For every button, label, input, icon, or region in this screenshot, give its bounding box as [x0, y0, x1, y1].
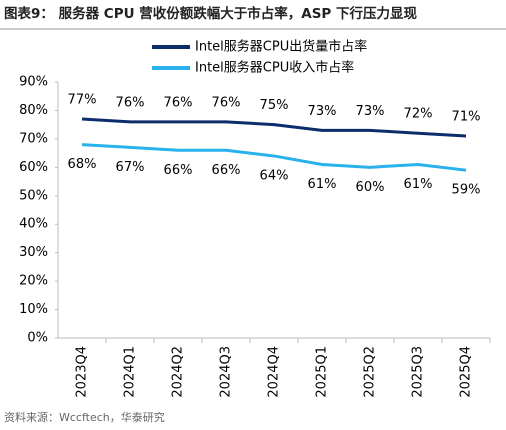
value-label: 73%: [356, 104, 385, 119]
series-line: [81, 143, 467, 172]
x-tick-label: 2025Q4: [459, 346, 474, 398]
y-tick-label: 90%: [19, 75, 48, 90]
chart-title: 图表9： 服务器 CPU 营收份额跌幅大于市占率，ASP 下行压力显现: [4, 5, 418, 22]
value-label: 66%: [212, 163, 241, 178]
y-tick-label: 60%: [19, 160, 48, 175]
x-tick-label: 2024Q2: [171, 346, 186, 398]
value-label: 61%: [308, 177, 337, 192]
value-label: 76%: [116, 95, 145, 110]
value-label: 76%: [164, 95, 193, 110]
y-tick-label: 80%: [19, 103, 48, 118]
legend-label: Intel服务器CPU出货量市占率: [195, 39, 367, 55]
y-tick-label: 40%: [19, 217, 48, 232]
y-tick-label: 10%: [19, 302, 48, 317]
value-label: 66%: [164, 163, 193, 178]
series-line: [81, 117, 467, 138]
value-label: 76%: [212, 95, 241, 110]
x-tick-label: 2025Q3: [411, 346, 426, 398]
x-tick-label: 2023Q4: [75, 346, 90, 398]
x-tick-label: 2025Q1: [315, 346, 330, 398]
x-tick-label: 2024Q3: [219, 346, 234, 398]
legend-label: Intel服务器CPU收入市占率: [195, 60, 354, 76]
x-tick-label: 2025Q2: [363, 346, 378, 398]
y-tick-label: 20%: [19, 274, 48, 289]
y-tick-label: 50%: [19, 188, 48, 203]
value-label: 60%: [356, 180, 385, 195]
y-tick-label: 30%: [19, 245, 48, 260]
value-label: 73%: [308, 104, 337, 119]
value-label: 61%: [404, 177, 433, 192]
value-label: 71%: [452, 110, 481, 125]
source: 资料来源：Wccftech，华泰研究: [4, 410, 165, 424]
value-label: 75%: [260, 98, 289, 113]
value-label: 68%: [68, 157, 97, 172]
value-label: 64%: [260, 168, 289, 183]
value-label: 67%: [116, 160, 145, 175]
value-label: 77%: [68, 92, 97, 107]
value-label: 72%: [404, 107, 433, 122]
x-tick-label: 2024Q1: [123, 346, 138, 398]
y-tick-label: 70%: [19, 131, 48, 146]
x-tick-label: 2024Q4: [267, 346, 282, 398]
y-tick-label: 0%: [27, 331, 48, 346]
value-label: 59%: [452, 183, 481, 198]
